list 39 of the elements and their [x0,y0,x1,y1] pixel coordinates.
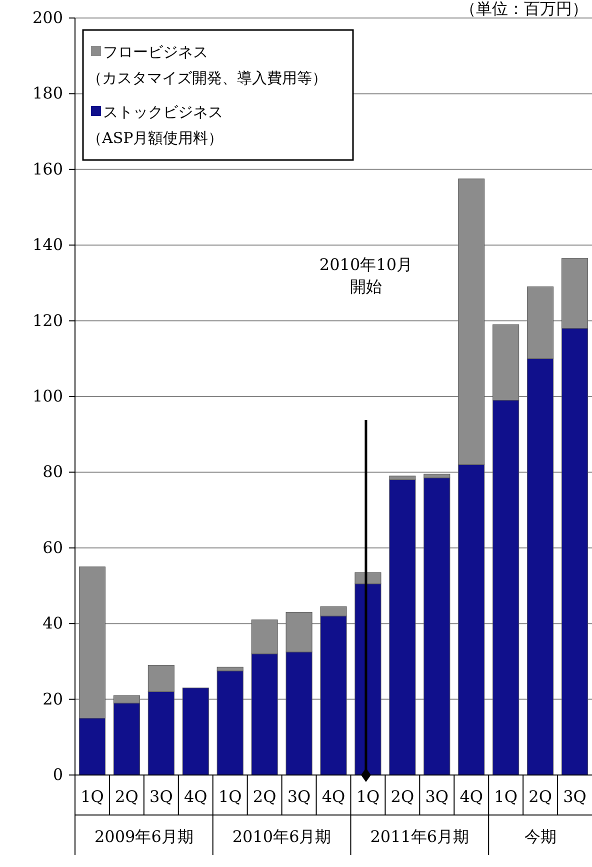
bar [182,688,209,776]
x-tick-label: 4Q [460,787,484,806]
y-tick-label: 160 [32,159,63,178]
text: 今期 [524,827,556,846]
y-tick-label: 200 [32,8,63,27]
text: 2009年6月期 [94,827,194,846]
y-tick-label: 20 [42,689,63,708]
y-tick-label: 0 [52,765,63,784]
x-tick-label: 1Q [80,787,104,806]
y-tick-label: 100 [32,386,63,406]
x-tick-label: 1Q [218,787,242,806]
x-tick-label: 3Q [563,787,586,806]
x-tick-label: 1Q [356,787,380,806]
y-tick-label: 60 [42,538,63,557]
x-tick-label: 4Q [322,787,346,806]
annotation: 2010年10月 [319,255,413,274]
legend-label: フロービジネス（カスタマイズ開発、導入費用等） [87,43,327,87]
x-tick-label: 2Q [115,787,138,806]
x-tick-label: 1Q [494,787,518,806]
x-tick-label: 4Q [184,787,208,806]
y-tick-label: 140 [32,235,63,254]
y-tick-label: 40 [42,614,63,633]
x-tick-label: 2Q [390,787,414,806]
x-tick-label: 2Q [528,787,552,806]
text: 2010年6月期 [232,827,332,846]
text: 2011年6月期 [370,827,470,846]
y-tick-label: 80 [42,462,63,482]
annotation: （単位：百万円） [460,0,588,18]
bar [389,480,416,776]
x-tick-label: 3Q [425,787,449,806]
x-tick-label: 3Q [150,787,173,806]
x-tick-label: 3Q [287,787,311,806]
bar [424,478,450,776]
bar [216,670,244,776]
legend-label: ストックビジネス（ASP月額使用料） [87,103,224,147]
x-tick-label: 2Q [252,787,276,806]
annotation: 開始 [350,277,382,296]
y-tick-label: 120 [32,310,63,330]
y-tick-label: 180 [32,84,63,103]
